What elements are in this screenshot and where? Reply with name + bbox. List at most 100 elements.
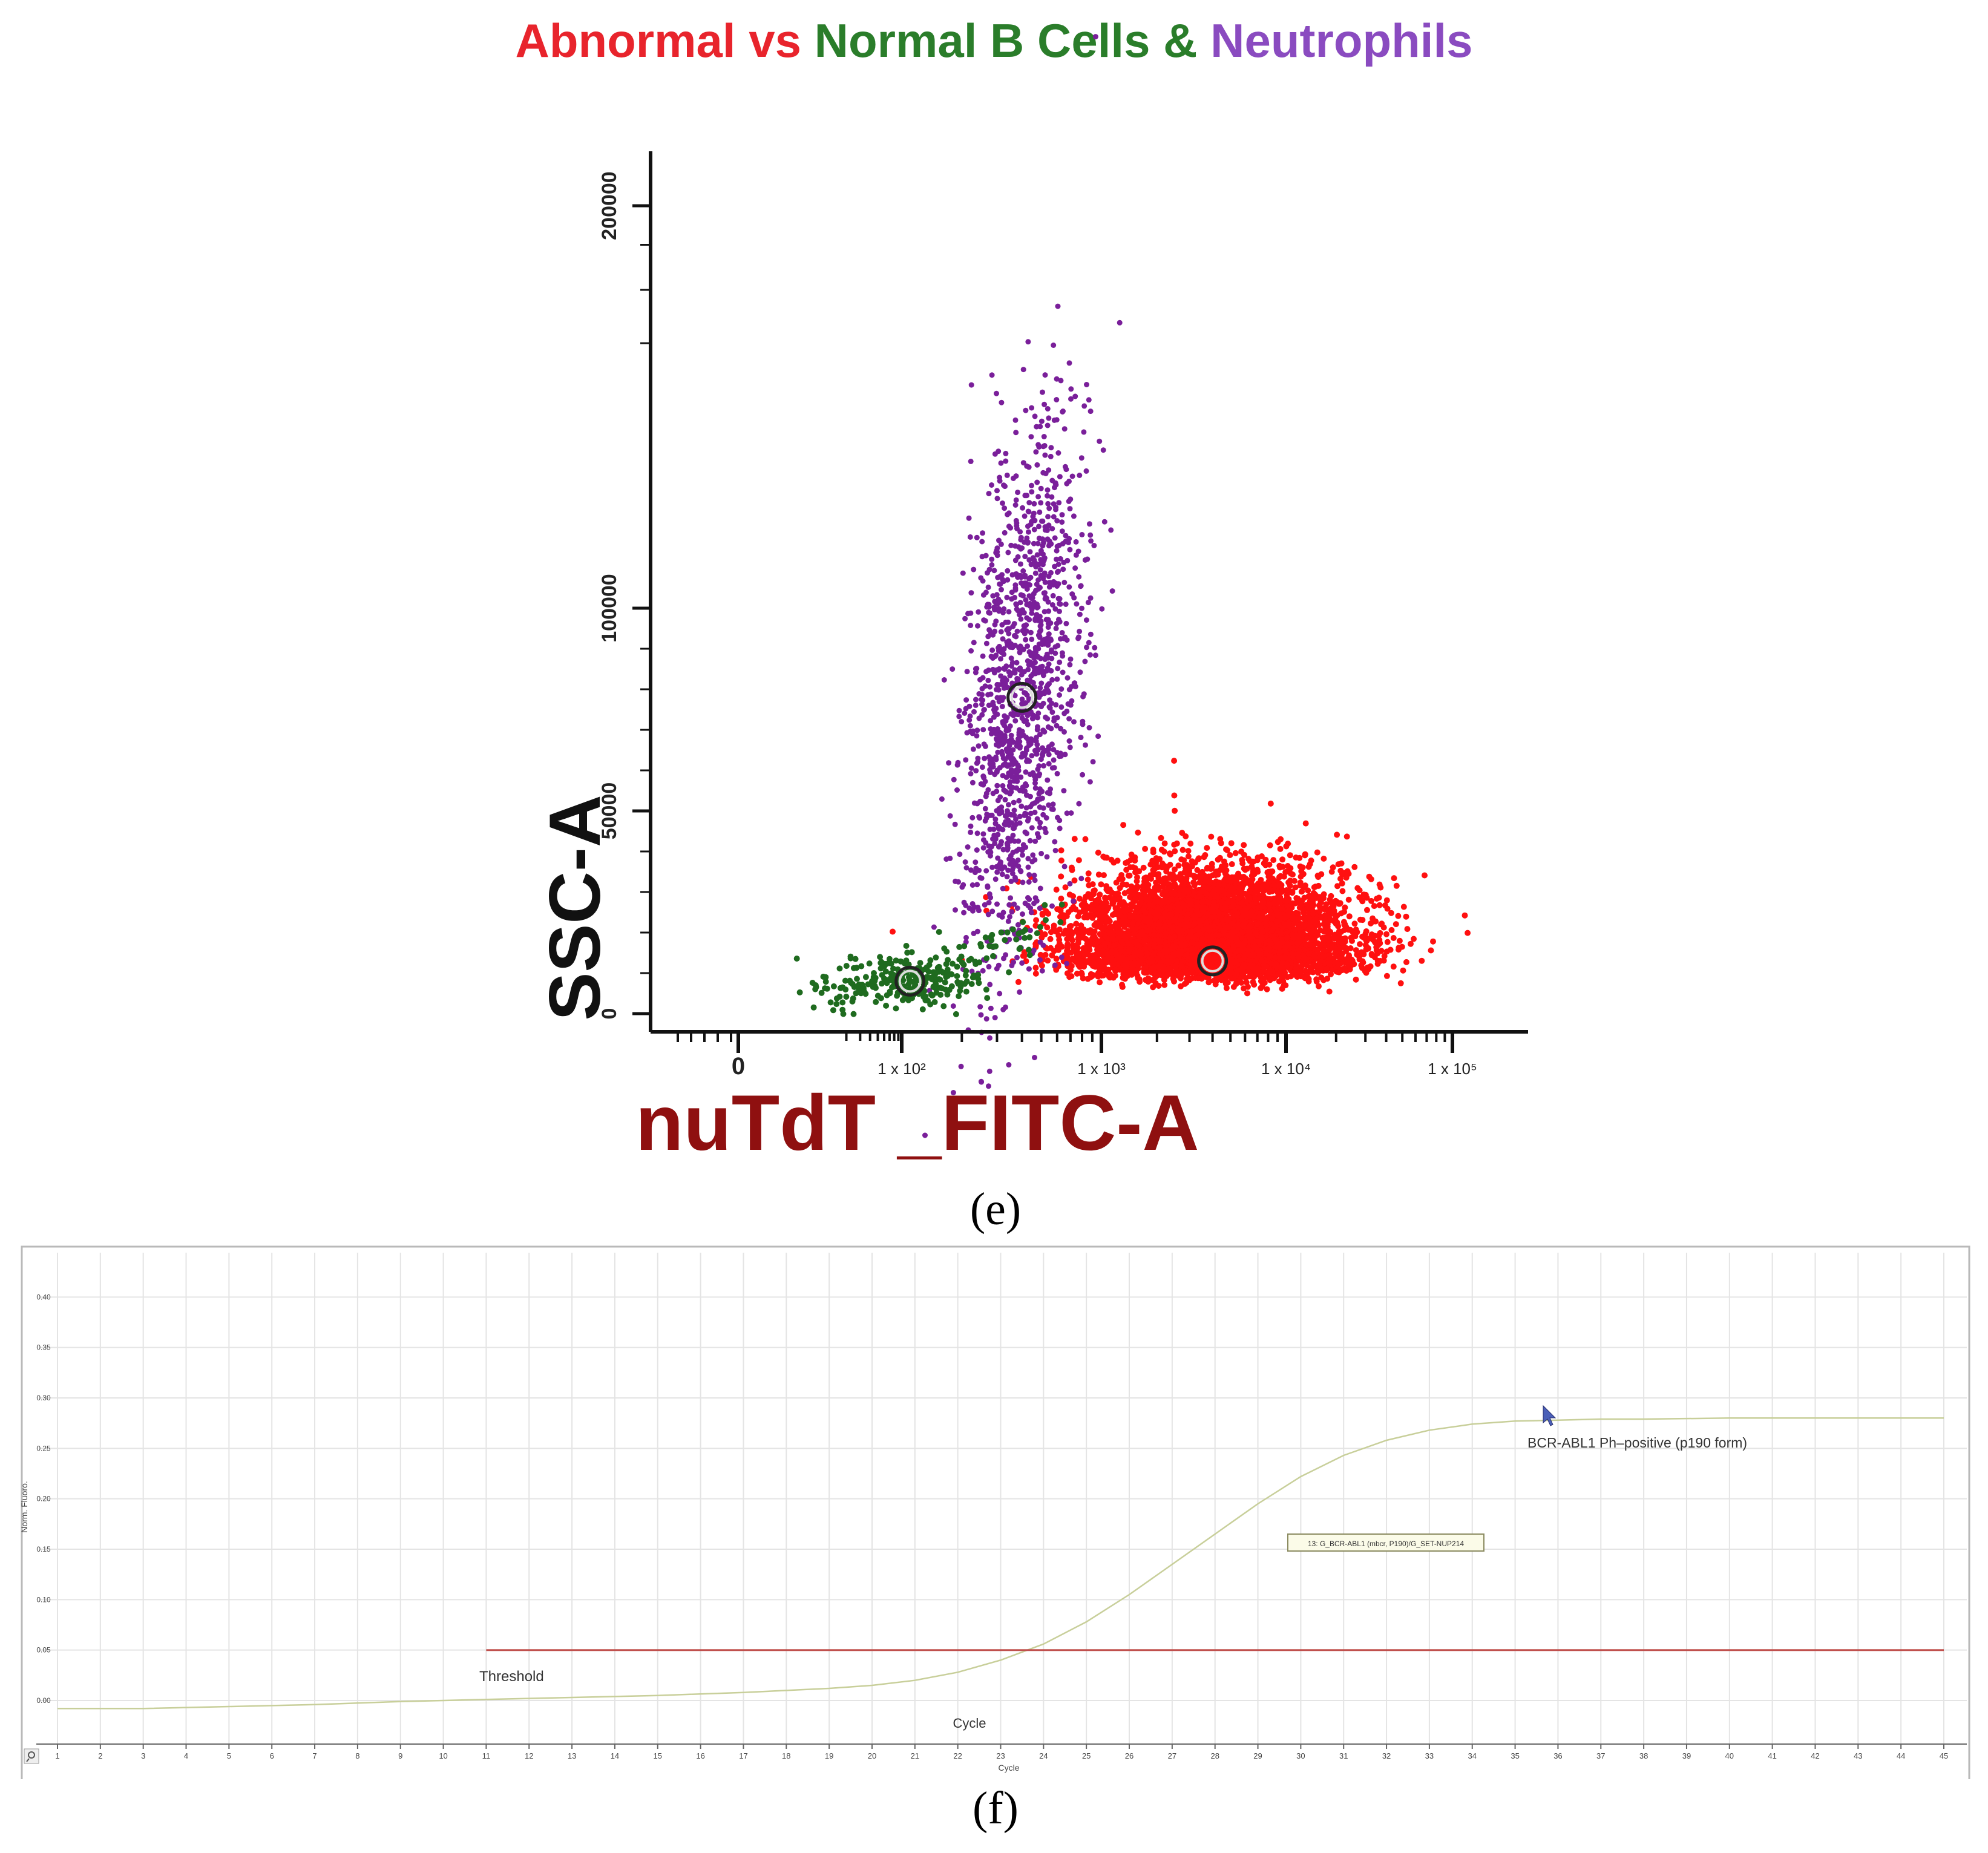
data-point bbox=[1390, 935, 1397, 941]
data-point bbox=[1408, 940, 1414, 947]
data-point bbox=[1169, 890, 1176, 896]
data-point bbox=[1264, 986, 1270, 992]
data-point bbox=[1199, 868, 1206, 875]
data-point bbox=[1305, 887, 1311, 894]
data-point bbox=[1383, 972, 1390, 979]
data-point bbox=[1317, 899, 1324, 906]
data-point bbox=[1120, 974, 1126, 981]
data-point bbox=[1102, 896, 1109, 902]
data-point bbox=[1247, 858, 1253, 864]
data-point bbox=[1403, 913, 1409, 920]
data-point bbox=[1315, 882, 1322, 889]
data-point bbox=[1404, 926, 1411, 933]
data-point bbox=[1381, 953, 1388, 959]
data-point bbox=[1384, 939, 1391, 945]
data-point bbox=[1071, 836, 1078, 842]
data-point bbox=[1373, 918, 1379, 925]
data-point bbox=[1260, 893, 1267, 899]
data-point bbox=[1345, 896, 1352, 903]
data-point bbox=[1377, 930, 1383, 936]
data-point bbox=[1334, 831, 1340, 838]
data-point bbox=[1039, 911, 1046, 918]
data-point bbox=[1222, 862, 1229, 868]
data-point bbox=[1159, 861, 1166, 867]
data-point bbox=[1175, 862, 1182, 869]
data-point bbox=[1120, 822, 1127, 828]
data-point bbox=[1119, 983, 1126, 990]
data-point bbox=[1212, 981, 1219, 988]
data-point bbox=[1351, 864, 1358, 870]
data-point bbox=[1428, 947, 1434, 954]
data-point bbox=[1239, 860, 1246, 867]
data-point bbox=[1198, 975, 1204, 982]
data-point bbox=[1283, 843, 1290, 850]
data-point bbox=[1368, 876, 1374, 882]
data-point bbox=[1396, 937, 1403, 944]
data-point bbox=[1255, 868, 1261, 875]
data-point bbox=[1302, 820, 1309, 827]
data-point bbox=[1313, 976, 1320, 983]
data-point bbox=[1218, 840, 1224, 847]
data-point bbox=[1388, 926, 1395, 933]
data-point bbox=[1080, 975, 1086, 982]
data-point bbox=[1363, 928, 1370, 934]
data-point bbox=[1258, 978, 1264, 985]
data-point bbox=[1067, 926, 1073, 933]
data-point bbox=[1241, 865, 1247, 872]
population-abnormal bbox=[890, 758, 1471, 997]
data-point bbox=[1056, 926, 1063, 933]
data-point bbox=[1400, 904, 1407, 910]
title-part-abnormal: Abnormal vs bbox=[515, 14, 815, 67]
data-point bbox=[1241, 985, 1247, 992]
data-point bbox=[1388, 910, 1394, 916]
data-point bbox=[1241, 842, 1247, 848]
data-point bbox=[1095, 850, 1101, 856]
data-point bbox=[1049, 952, 1055, 959]
title-part-neutrophils: Neutrophils bbox=[1210, 14, 1473, 67]
data-point bbox=[1212, 872, 1219, 879]
data-point bbox=[1320, 855, 1327, 862]
data-point bbox=[1339, 888, 1346, 894]
data-point bbox=[1347, 945, 1354, 951]
data-point bbox=[1087, 895, 1094, 902]
data-point bbox=[1267, 800, 1274, 807]
data-point bbox=[1032, 965, 1039, 971]
data-point bbox=[1294, 940, 1301, 946]
data-point bbox=[1281, 972, 1287, 979]
data-point bbox=[1038, 962, 1045, 969]
data-point bbox=[1053, 956, 1060, 962]
data-point bbox=[1089, 881, 1096, 888]
data-point bbox=[1128, 851, 1135, 858]
data-point bbox=[1044, 924, 1051, 931]
data-point bbox=[1276, 978, 1282, 985]
data-point bbox=[1082, 836, 1089, 842]
data-point bbox=[1339, 880, 1345, 887]
data-point bbox=[1196, 855, 1202, 862]
data-point bbox=[1461, 912, 1468, 919]
data-point bbox=[1314, 849, 1320, 856]
data-point bbox=[1335, 939, 1342, 945]
data-point bbox=[1328, 966, 1335, 973]
data-point bbox=[1208, 833, 1215, 840]
data-point bbox=[1091, 888, 1097, 894]
data-point bbox=[1223, 985, 1230, 991]
data-point bbox=[1062, 884, 1069, 891]
data-point bbox=[1047, 936, 1054, 942]
data-point bbox=[1334, 883, 1340, 890]
data-point bbox=[1244, 990, 1250, 997]
data-point bbox=[1172, 807, 1178, 814]
data-point bbox=[1320, 977, 1327, 983]
data-point bbox=[1209, 861, 1215, 867]
data-point bbox=[1376, 902, 1383, 908]
data-point bbox=[1238, 848, 1245, 855]
data-point bbox=[1277, 864, 1284, 871]
data-point bbox=[1150, 984, 1156, 991]
data-point bbox=[1101, 872, 1107, 879]
data-point bbox=[1339, 871, 1345, 877]
data-point bbox=[1123, 867, 1130, 873]
data-point bbox=[1032, 970, 1039, 977]
data-point bbox=[1393, 921, 1399, 928]
data-point bbox=[1076, 896, 1083, 902]
data-point bbox=[1045, 957, 1051, 964]
